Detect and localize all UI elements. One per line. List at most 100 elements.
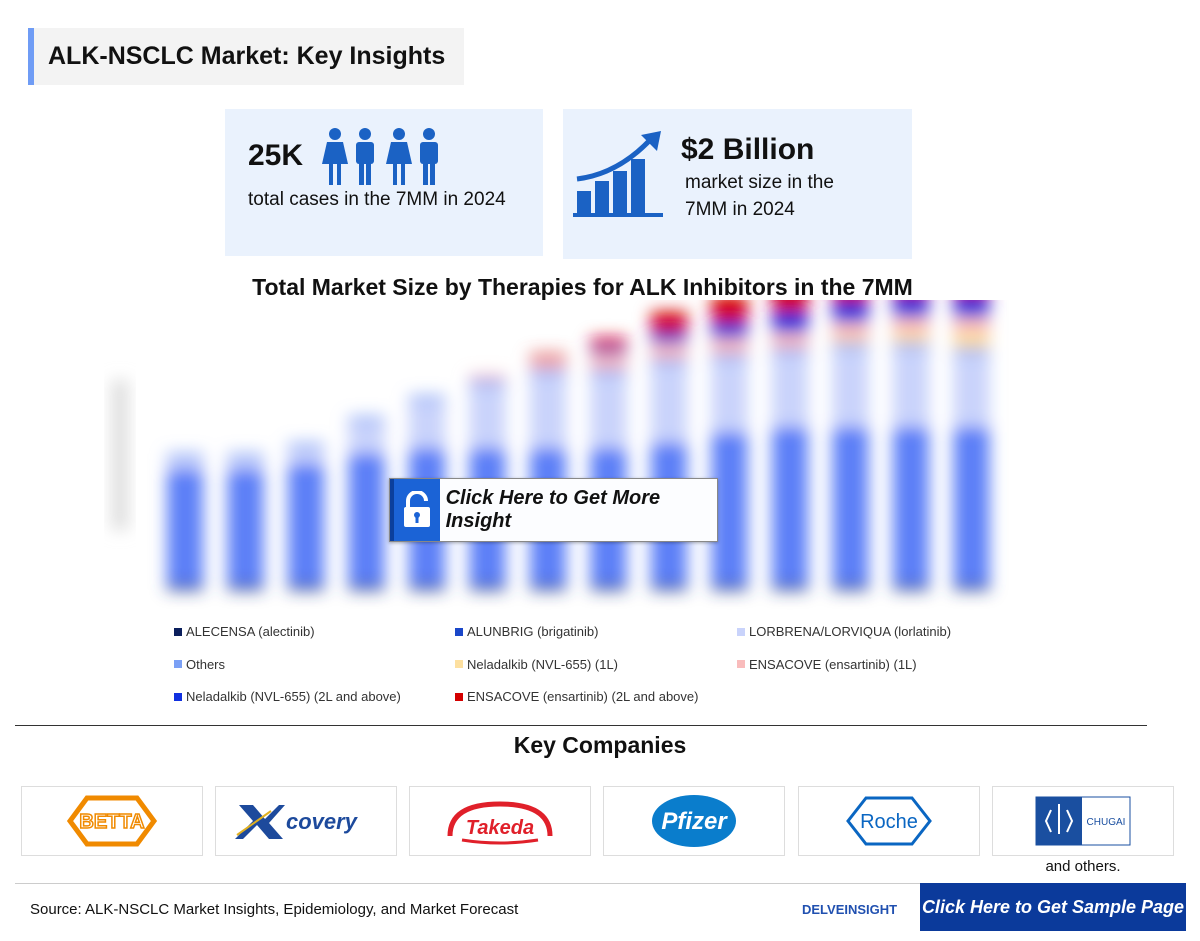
legend-swatch bbox=[455, 627, 463, 636]
logo-pfizer: Pfizer bbox=[603, 786, 785, 856]
page-title: ALK-NSCLC Market: Key Insights bbox=[28, 28, 464, 85]
market-text-2: 7MM in 2024 bbox=[685, 199, 795, 220]
legend-item: ENSACOVE (ensartinib) (2L and above) bbox=[455, 689, 698, 704]
get-sample-page-button[interactable]: Click Here to Get Sample Page bbox=[920, 883, 1186, 931]
bar-segment bbox=[409, 395, 445, 401]
bar-segment bbox=[348, 422, 385, 454]
bar-segment bbox=[772, 427, 808, 585]
bar-segment bbox=[832, 300, 869, 302]
legend-item: Neladalkib (NVL-655) (2L and above) bbox=[174, 689, 401, 704]
market-card: $2 Billion market size in the 7MM in 202… bbox=[563, 109, 912, 259]
legend-item: LORBRENA/LORVIQUA (lorlatinib) bbox=[737, 624, 951, 639]
bar-segment bbox=[893, 300, 929, 317]
svg-text:Takeda: Takeda bbox=[466, 817, 534, 839]
bar-segment bbox=[711, 338, 748, 354]
bar-segment bbox=[590, 353, 627, 370]
bar-segment bbox=[288, 584, 324, 590]
bar-segment bbox=[953, 584, 990, 590]
legend-swatch bbox=[737, 627, 745, 636]
bar-segment bbox=[469, 584, 506, 590]
bar-segment bbox=[590, 348, 627, 354]
insight-label: Click Here to Get More Insight bbox=[445, 487, 661, 532]
legend-label: ALUNBRIG (brigatinib) bbox=[467, 624, 599, 639]
y-axis-blurred bbox=[112, 380, 128, 530]
get-more-insight-button[interactable]: Click Here to Get More Insight bbox=[389, 478, 718, 542]
bar-segment bbox=[288, 448, 324, 464]
bar-segment bbox=[651, 311, 687, 333]
bar-segment bbox=[348, 453, 385, 585]
legend-swatch bbox=[174, 660, 182, 668]
legend-label: Neladalkib (NVL-655) (2L and above) bbox=[186, 689, 401, 704]
bar-segment bbox=[409, 401, 445, 449]
divider bbox=[15, 725, 1147, 726]
chart-title: Total Market Size by Therapies for ALK I… bbox=[252, 274, 913, 300]
bar-segment bbox=[953, 332, 990, 349]
svg-text:Roche: Roche bbox=[860, 811, 918, 833]
legend-swatch bbox=[455, 692, 463, 701]
legend-item: ENSACOVE (ensartinib) (1L) bbox=[737, 657, 917, 672]
legend-swatch bbox=[737, 660, 745, 668]
bar-segment bbox=[651, 359, 687, 365]
bar-segment bbox=[530, 369, 566, 375]
bar-segment bbox=[590, 369, 627, 375]
bar-segment bbox=[711, 322, 748, 338]
bar-segment bbox=[227, 453, 264, 459]
legend-label: ENSACOVE (ensartinib) (1L) bbox=[749, 656, 917, 672]
logo-takeda: Takeda bbox=[409, 786, 591, 856]
bar-segment bbox=[953, 427, 990, 585]
legend-label: Others bbox=[186, 656, 226, 672]
bar-segment bbox=[590, 584, 627, 590]
bar-segment bbox=[893, 332, 929, 344]
bar-segment bbox=[832, 343, 869, 349]
bar-segment bbox=[590, 374, 627, 449]
bar-segment bbox=[288, 464, 324, 585]
bar-segment bbox=[530, 359, 566, 370]
cases-text: total cases in the 7MM in 2024 bbox=[248, 189, 506, 210]
bar-segment bbox=[469, 380, 506, 386]
and-others: and others. bbox=[1045, 858, 1121, 875]
bar-segment bbox=[893, 584, 929, 590]
legend-item: ALUNBRIG (brigatinib) bbox=[455, 624, 599, 639]
legend-label: ALECENSA (alectinib) bbox=[186, 624, 315, 639]
cases-card: 25K total cases in the 7MM in 2024 bbox=[225, 109, 543, 256]
svg-text:covery: covery bbox=[286, 809, 359, 834]
logo-betta: BETTA bbox=[21, 786, 203, 856]
bar-segment bbox=[772, 332, 808, 349]
legend-item: ALECENSA (alectinib) bbox=[174, 624, 315, 639]
market-text-1: market size in the bbox=[685, 172, 834, 193]
svg-text:Pfizer: Pfizer bbox=[661, 808, 728, 835]
bar-segment bbox=[651, 332, 687, 344]
delveinsight-logo: DELVEINSIGHT bbox=[802, 902, 898, 917]
bar-segment bbox=[167, 469, 203, 585]
bar-segment bbox=[651, 364, 687, 443]
logo-chugai: CHUGAI bbox=[992, 786, 1174, 856]
unlock-icon bbox=[390, 479, 440, 541]
source-text: Source: ALK-NSCLC Market Insights, Epide… bbox=[30, 901, 519, 918]
bar-segment bbox=[893, 317, 929, 333]
bar-segment bbox=[832, 301, 869, 323]
bar-segment bbox=[227, 458, 264, 470]
bar-segment bbox=[772, 311, 808, 333]
bar-segment bbox=[953, 353, 990, 428]
bar-segment bbox=[832, 584, 869, 590]
stacked-bar-chart bbox=[112, 300, 990, 590]
bar-segment bbox=[227, 469, 264, 585]
bar-segment bbox=[348, 416, 385, 422]
cases-value: 25K bbox=[248, 139, 304, 172]
legend-label: Neladalkib (NVL-655) (1L) bbox=[467, 656, 619, 672]
bar-segment bbox=[227, 584, 264, 590]
bar-segment bbox=[772, 300, 808, 312]
bar-segment bbox=[711, 584, 748, 590]
growth-chart-icon bbox=[573, 131, 663, 217]
bar-segment bbox=[832, 427, 869, 585]
legend-swatch bbox=[455, 660, 463, 668]
bar-segment bbox=[772, 584, 808, 590]
bar-segment bbox=[893, 427, 929, 585]
bar-segment bbox=[711, 353, 748, 359]
bar-segment bbox=[772, 348, 808, 354]
svg-text:CHUGAI: CHUGAI bbox=[1087, 817, 1126, 828]
legend-item: Neladalkib (NVL-655) (1L) bbox=[455, 657, 618, 672]
footer-divider bbox=[15, 883, 920, 884]
bar-segment bbox=[409, 584, 445, 590]
bar-segment bbox=[167, 453, 203, 459]
